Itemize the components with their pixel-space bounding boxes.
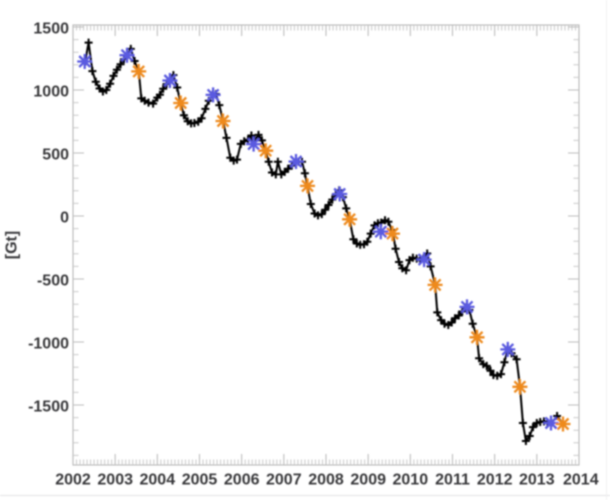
svg-text:1500: 1500	[33, 21, 69, 38]
svg-text:500: 500	[42, 147, 69, 164]
svg-text:2008: 2008	[308, 472, 344, 489]
svg-text:-500: -500	[37, 273, 69, 290]
svg-text:2012: 2012	[477, 472, 513, 489]
svg-text:2010: 2010	[393, 472, 429, 489]
svg-text:2002: 2002	[55, 472, 91, 489]
svg-text:-1000: -1000	[28, 336, 69, 353]
svg-text:1000: 1000	[33, 84, 69, 101]
svg-text:0: 0	[60, 210, 69, 227]
svg-text:2014: 2014	[563, 472, 599, 489]
svg-text:2006: 2006	[224, 472, 260, 489]
svg-text:2004: 2004	[140, 472, 176, 489]
svg-text:2003: 2003	[97, 472, 133, 489]
svg-text:-1500: -1500	[28, 399, 69, 416]
svg-text:2011: 2011	[435, 472, 470, 489]
svg-text:[Gt]: [Gt]	[4, 231, 21, 259]
svg-text:2005: 2005	[182, 472, 218, 489]
svg-text:2013: 2013	[519, 472, 555, 489]
svg-text:2007: 2007	[266, 472, 302, 489]
svg-text:2009: 2009	[350, 472, 386, 489]
